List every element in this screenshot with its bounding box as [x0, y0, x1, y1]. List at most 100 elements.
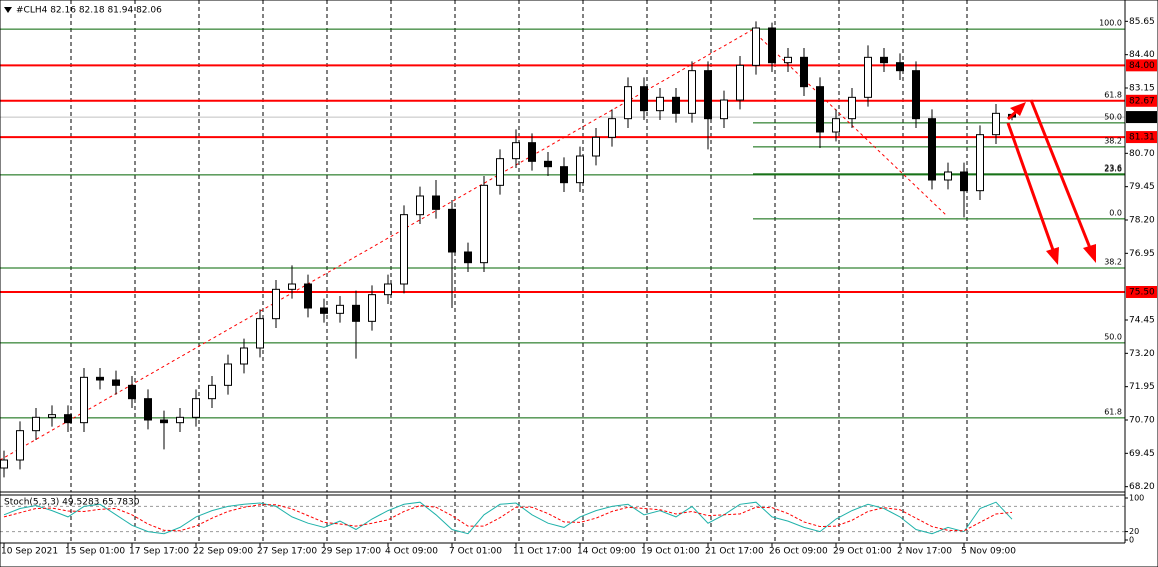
x-tick-label: 2 Nov 17:00	[897, 547, 952, 557]
candle-body	[800, 56, 808, 88]
candle-body	[400, 214, 408, 285]
candle-body	[512, 142, 520, 160]
candle-body	[880, 56, 888, 64]
candle-body	[352, 304, 360, 322]
candle-body	[480, 184, 488, 264]
candle-body	[656, 96, 664, 112]
candle-body	[176, 416, 184, 424]
level-marker	[1126, 286, 1157, 298]
candle-body	[704, 70, 712, 120]
candle-body	[304, 283, 312, 309]
x-tick-label: 4 Oct 09:00	[385, 547, 438, 557]
stoch-line	[3, 504, 1013, 532]
candle-body	[688, 70, 696, 114]
fibo-label: 50.0	[1104, 332, 1122, 341]
level-marker	[1126, 94, 1157, 107]
fibo-label: 61.8	[1104, 407, 1122, 416]
y-tick-label: 83.15	[1129, 84, 1155, 94]
fibo-label: 23.6	[1104, 164, 1122, 173]
candle-body	[496, 158, 504, 186]
candle-body	[336, 304, 344, 314]
x-tick-label: 7 Oct 01:00	[449, 547, 502, 557]
y-tick-label: 79.45	[1129, 182, 1155, 192]
x-tick-label: 14 Oct 09:00	[577, 547, 636, 557]
candle-body	[208, 384, 216, 400]
candle-body	[272, 288, 280, 320]
y-tick-label: 71.95	[1129, 382, 1155, 392]
x-tick-label: 19 Oct 01:00	[641, 547, 700, 557]
x-tick-label: 15 Sep 01:00	[65, 547, 125, 557]
candle-body	[944, 171, 952, 181]
candle-body	[832, 118, 840, 133]
candle-body	[384, 283, 392, 296]
candle-body	[896, 62, 904, 72]
arrowhead	[1010, 102, 1026, 116]
arrow	[1029, 99, 1092, 249]
candle-body	[0, 459, 8, 469]
y-tick-label: 76.95	[1129, 249, 1155, 259]
fibo-label: 0.0	[1109, 208, 1122, 217]
candle-body	[752, 27, 760, 66]
x-tick-label: 10 Sep 2021	[1, 547, 58, 557]
x-tick-label: 27 Sep 17:00	[257, 547, 317, 557]
x-tick-label: 22 Sep 09:00	[193, 547, 253, 557]
level-label: 81.31	[1129, 133, 1155, 143]
candle-body	[96, 376, 104, 381]
candle-body	[448, 208, 456, 253]
fibo-label: 38.2	[1104, 258, 1122, 267]
level-marker	[1126, 59, 1157, 72]
candle-body	[976, 134, 984, 192]
candle-body	[608, 118, 616, 138]
candle-body	[80, 376, 88, 424]
candle-body	[16, 430, 24, 461]
y-tick-label: 70.70	[1129, 416, 1155, 426]
candle-body	[128, 384, 136, 400]
y-tick-label: 69.45	[1129, 449, 1155, 459]
level-label: 75.50	[1129, 288, 1155, 298]
candle-body	[544, 160, 552, 168]
candle-body	[112, 379, 120, 386]
arrowhead	[1083, 244, 1096, 263]
chart-title: #CLH4 82.16 82.18 81.94 82.06	[16, 6, 162, 16]
candle-body	[160, 419, 168, 424]
x-tick-label: 11 Oct 17:00	[513, 547, 572, 557]
level-marker	[1126, 131, 1157, 144]
y-tick-label: 78.20	[1129, 216, 1155, 226]
fibo-label: 23.6	[1104, 163, 1122, 172]
candle-body	[560, 166, 568, 184]
candle-body	[928, 118, 936, 181]
menu-triangle[interactable]	[4, 7, 12, 13]
candle-body	[736, 64, 744, 101]
arrow	[1006, 122, 1055, 251]
candle-body	[64, 414, 72, 424]
x-tick-label: 29 Sep 17:00	[321, 547, 381, 557]
fibo-label: 61.8	[1104, 90, 1122, 99]
candle-body	[240, 347, 248, 365]
candle-body	[640, 86, 648, 112]
candle-body	[48, 414, 56, 418]
fibo-label: 38.2	[1104, 136, 1122, 145]
candle-body	[960, 171, 968, 192]
fibo-label: 50.0	[1104, 112, 1122, 121]
candle-body	[224, 363, 232, 386]
candle-body	[720, 99, 728, 120]
last-price-label: 82.06	[1129, 113, 1155, 123]
candle-body	[288, 283, 296, 290]
candle-body	[528, 142, 536, 162]
y-tick-label: 0	[1129, 536, 1134, 545]
candle-body	[848, 96, 856, 120]
x-tick-label: 5 Nov 09:00	[961, 547, 1016, 557]
x-tick-label: 17 Sep 17:00	[129, 547, 189, 557]
candle-body	[784, 56, 792, 64]
candle-body	[192, 398, 200, 418]
candle-body	[144, 398, 152, 421]
y-tick-label: 85.65	[1129, 17, 1155, 27]
y-tick-label: 84.40	[1129, 50, 1155, 60]
mark-layer	[0, 21, 1125, 535]
candle-body	[768, 27, 776, 64]
x-tick-label: 29 Oct 01:00	[833, 547, 892, 557]
y-tick-label: 100	[1129, 494, 1144, 503]
y-tick-label: 68.20	[1129, 482, 1155, 492]
